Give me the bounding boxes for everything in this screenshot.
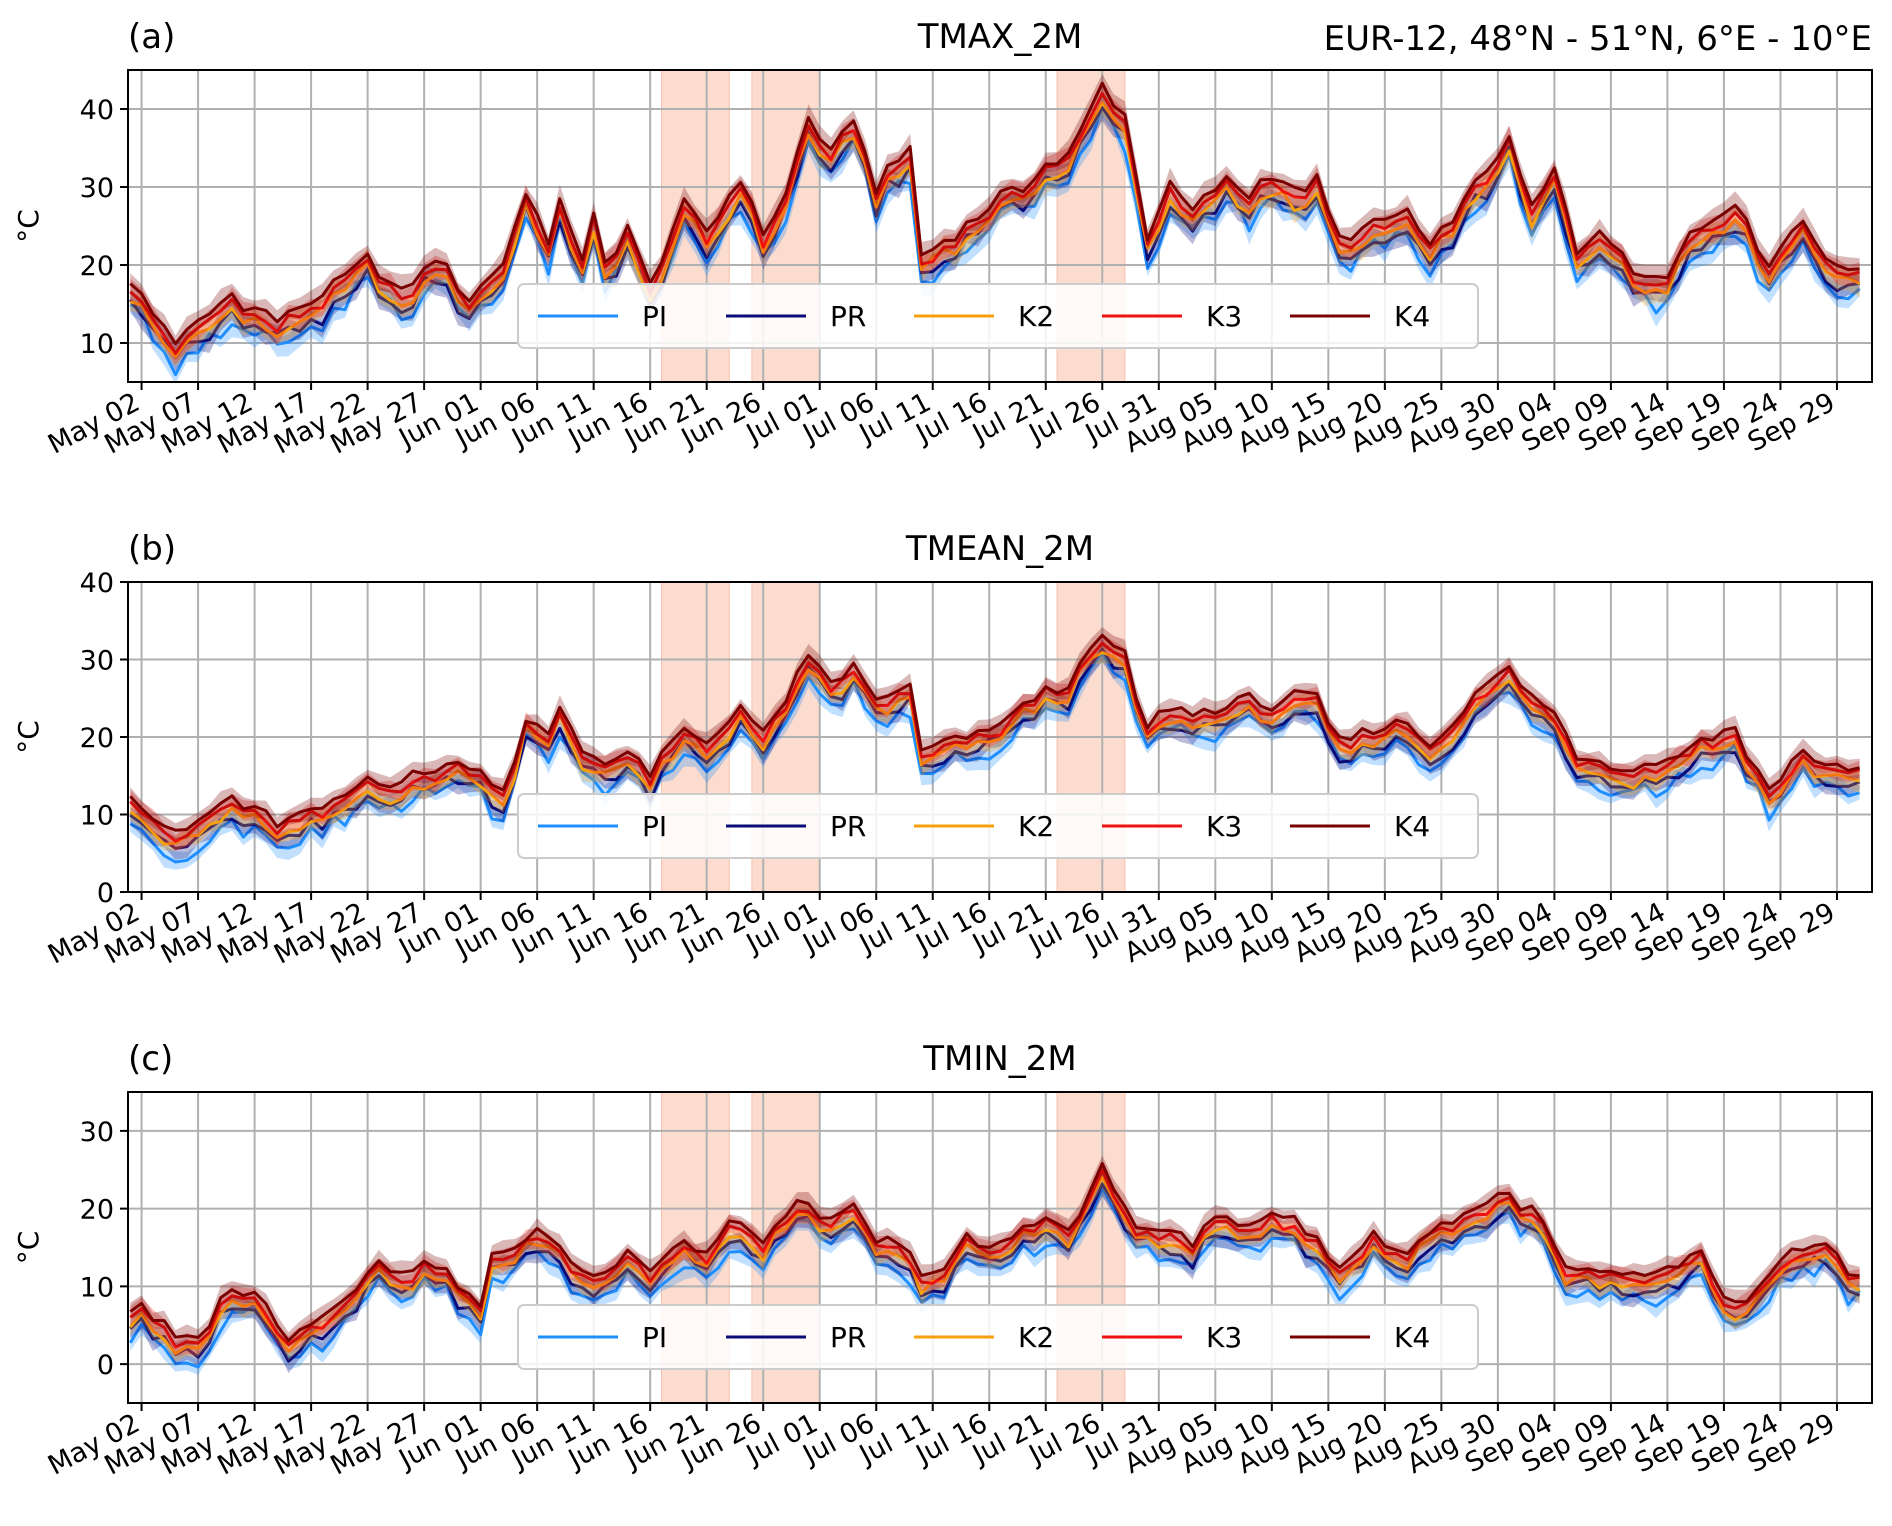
panel-label: (a)	[128, 17, 175, 57]
y-tick-label: 10	[80, 1272, 114, 1303]
legend-label-k2: K2	[1018, 300, 1054, 333]
legend-label-pi: PI	[642, 1321, 667, 1354]
legend: PI PR K2 K3 K4	[517, 793, 1479, 859]
legend-label-pr: PR	[830, 1321, 866, 1354]
y-tick-label: 20	[80, 723, 114, 754]
legend-label-k4: K4	[1394, 1321, 1430, 1354]
legend-box	[517, 1304, 1479, 1370]
legend-label-pi: PI	[642, 300, 667, 333]
band-pi	[130, 1177, 1860, 1375]
y-tick-label: 0	[97, 1350, 114, 1381]
series-line-k4	[129, 1162, 1860, 1343]
legend-label-k2: K2	[1018, 1321, 1054, 1354]
legend-label-k4: K4	[1394, 300, 1430, 333]
legend-label-k2: K2	[1018, 810, 1054, 843]
legend: PI PR K2 K3 K4	[517, 1304, 1479, 1370]
panel-title: TMAX_2M	[917, 17, 1083, 57]
panel-title: TMIN_2M	[922, 1039, 1077, 1079]
legend-label-pi: PI	[642, 810, 667, 843]
legend-label-pr: PR	[830, 810, 866, 843]
y-axis-label: °C	[12, 720, 45, 754]
series-line-k4	[129, 81, 1860, 346]
legend-box	[517, 283, 1479, 349]
y-tick-label: 20	[80, 1195, 114, 1226]
band-k3	[130, 1161, 1860, 1357]
series-line-k4	[129, 633, 1860, 832]
y-tick-label: 30	[80, 173, 114, 204]
y-tick-label: 40	[80, 568, 114, 599]
series-line-k3	[129, 1168, 1860, 1349]
band-pr	[130, 638, 1860, 860]
axes-frame	[127, 1091, 1873, 1404]
band-k4	[130, 627, 1860, 840]
legend-box	[517, 793, 1479, 859]
series-line-k2	[129, 651, 1861, 846]
band-k4	[130, 1155, 1860, 1348]
axes-frame	[127, 69, 1873, 383]
panel-title: TMEAN_2M	[905, 529, 1094, 569]
region-label: EUR-12, 48°N - 51°N, 6°E - 10°E	[1324, 19, 1872, 59]
y-tick-label: 30	[80, 646, 114, 677]
series-line-pi	[129, 105, 1861, 377]
band-k2	[130, 1169, 1860, 1362]
legend-label-k3: K3	[1206, 300, 1242, 333]
legend-label-k3: K3	[1206, 810, 1242, 843]
y-tick-label: 10	[80, 801, 114, 832]
legend-label-pr: PR	[830, 300, 866, 333]
legend-label-k3: K3	[1206, 1321, 1242, 1354]
band-pr	[130, 1173, 1860, 1374]
y-tick-label: 40	[80, 95, 114, 126]
band-k3	[130, 634, 1860, 851]
band-k2	[130, 644, 1860, 851]
y-tick-label: 20	[80, 251, 114, 282]
y-tick-label: 0	[97, 878, 114, 909]
series-line-k3	[129, 641, 1861, 843]
y-tick-label: 30	[80, 1117, 114, 1148]
legend-label-k4: K4	[1394, 810, 1430, 843]
panel-label: (b)	[128, 529, 176, 569]
y-axis-label: °C	[12, 209, 45, 243]
series-line-k2	[129, 101, 1861, 359]
legend: PI PR K2 K3 K4	[517, 283, 1479, 349]
series-line-pi	[129, 1185, 1861, 1369]
series-line-k2	[129, 1176, 1861, 1355]
y-axis-label: °C	[12, 1231, 45, 1265]
panel-label: (c)	[128, 1039, 173, 1079]
y-tick-label: 10	[80, 329, 114, 360]
